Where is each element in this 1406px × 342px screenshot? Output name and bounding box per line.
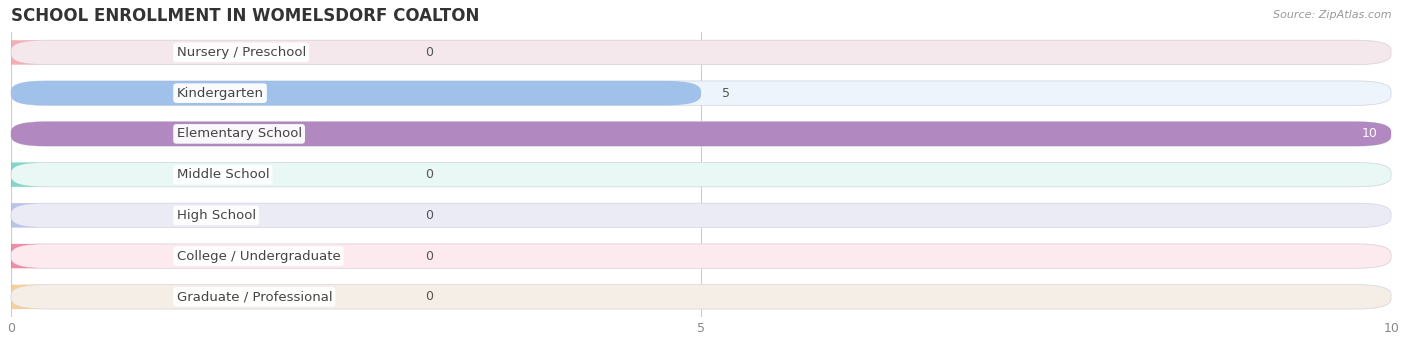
Text: SCHOOL ENROLLMENT IN WOMELSDORF COALTON: SCHOOL ENROLLMENT IN WOMELSDORF COALTON [11, 7, 479, 25]
FancyBboxPatch shape [11, 203, 1391, 227]
FancyBboxPatch shape [11, 122, 1391, 146]
FancyBboxPatch shape [11, 40, 1391, 65]
FancyBboxPatch shape [11, 40, 1391, 65]
FancyBboxPatch shape [0, 40, 45, 65]
Text: 0: 0 [425, 168, 433, 181]
FancyBboxPatch shape [11, 285, 1391, 309]
FancyBboxPatch shape [0, 244, 45, 268]
FancyBboxPatch shape [11, 244, 1391, 268]
FancyBboxPatch shape [11, 81, 1391, 105]
FancyBboxPatch shape [11, 81, 1391, 105]
Text: 5: 5 [721, 87, 730, 100]
FancyBboxPatch shape [11, 162, 1391, 187]
FancyBboxPatch shape [11, 122, 1391, 146]
Text: Graduate / Professional: Graduate / Professional [177, 290, 332, 303]
Text: Middle School: Middle School [177, 168, 269, 181]
Text: Nursery / Preschool: Nursery / Preschool [177, 46, 307, 59]
Text: 10: 10 [1361, 127, 1378, 140]
Text: Elementary School: Elementary School [177, 127, 302, 140]
FancyBboxPatch shape [11, 81, 702, 105]
FancyBboxPatch shape [11, 122, 1391, 146]
Text: College / Undergraduate: College / Undergraduate [177, 250, 340, 263]
Text: 0: 0 [425, 250, 433, 263]
FancyBboxPatch shape [0, 203, 45, 227]
Text: Kindergarten: Kindergarten [177, 87, 263, 100]
Text: 0: 0 [425, 209, 433, 222]
FancyBboxPatch shape [11, 203, 1391, 227]
FancyBboxPatch shape [11, 285, 1391, 309]
Text: Source: ZipAtlas.com: Source: ZipAtlas.com [1274, 10, 1392, 20]
FancyBboxPatch shape [11, 244, 1391, 268]
FancyBboxPatch shape [11, 162, 1391, 187]
Text: High School: High School [177, 209, 256, 222]
Text: 0: 0 [425, 290, 433, 303]
FancyBboxPatch shape [0, 162, 45, 187]
Text: 0: 0 [425, 46, 433, 59]
FancyBboxPatch shape [0, 285, 45, 309]
